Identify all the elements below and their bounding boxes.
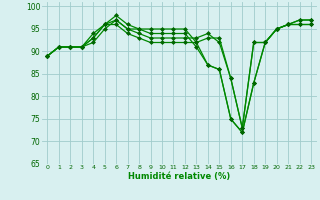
X-axis label: Humidité relative (%): Humidité relative (%)	[128, 172, 230, 181]
